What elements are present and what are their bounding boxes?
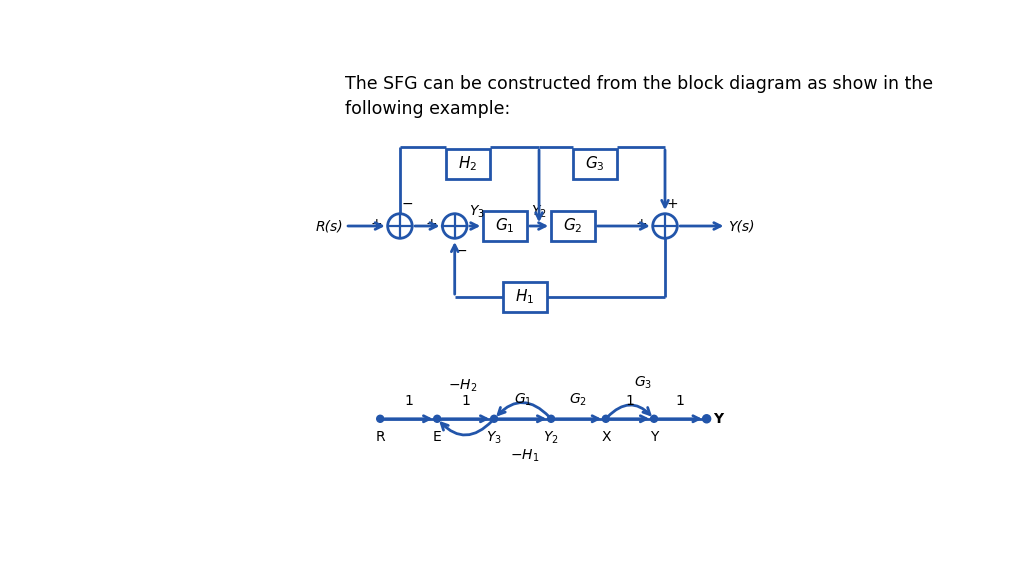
Text: $G_1$: $G_1$: [514, 392, 531, 409]
Text: $Y_2$: $Y_2$: [544, 430, 559, 446]
Text: +: +: [667, 197, 678, 211]
Text: $H_2$: $H_2$: [459, 154, 477, 173]
Text: $H_1$: $H_1$: [515, 288, 535, 306]
Circle shape: [490, 415, 498, 422]
Text: $G_3$: $G_3$: [585, 154, 605, 173]
Circle shape: [434, 415, 440, 422]
Circle shape: [650, 415, 657, 422]
Bar: [483, 211, 527, 241]
Text: Y: Y: [650, 430, 658, 444]
Text: The SFG can be constructed from the block diagram as show in the
following examp: The SFG can be constructed from the bloc…: [345, 75, 933, 118]
Text: $Y_3$: $Y_3$: [469, 204, 484, 220]
Text: $-H_2$: $-H_2$: [447, 378, 477, 394]
FancyArrowPatch shape: [499, 402, 549, 417]
Circle shape: [548, 415, 555, 422]
Text: $Y_3$: $Y_3$: [486, 430, 502, 446]
Text: +: +: [426, 217, 437, 231]
FancyArrowPatch shape: [608, 405, 650, 417]
Text: 1: 1: [404, 394, 413, 409]
Text: Y(s): Y(s): [728, 219, 755, 233]
Circle shape: [702, 415, 711, 423]
Text: $G_1$: $G_1$: [496, 217, 515, 236]
Text: 1: 1: [626, 394, 635, 409]
Text: $Y_2$: $Y_2$: [531, 204, 547, 220]
Text: +: +: [636, 217, 647, 231]
Circle shape: [602, 415, 609, 422]
Text: 1: 1: [461, 394, 470, 409]
Text: −: −: [401, 197, 413, 211]
Text: −: −: [456, 244, 468, 258]
Text: $G_3$: $G_3$: [634, 374, 652, 391]
Bar: [551, 211, 595, 241]
Text: R: R: [376, 430, 385, 444]
Bar: [573, 149, 616, 179]
Text: Y: Y: [713, 412, 723, 426]
Text: $-H_1$: $-H_1$: [510, 448, 540, 464]
Text: E: E: [433, 430, 441, 444]
Text: X: X: [601, 430, 610, 444]
Text: R(s): R(s): [315, 219, 343, 233]
Text: $G_2$: $G_2$: [569, 392, 588, 409]
Text: $G_2$: $G_2$: [563, 217, 583, 236]
Bar: [445, 149, 489, 179]
Text: 1: 1: [676, 394, 685, 409]
FancyArrowPatch shape: [441, 421, 493, 435]
Bar: [503, 282, 547, 312]
Circle shape: [377, 415, 384, 422]
Text: +: +: [371, 217, 382, 231]
